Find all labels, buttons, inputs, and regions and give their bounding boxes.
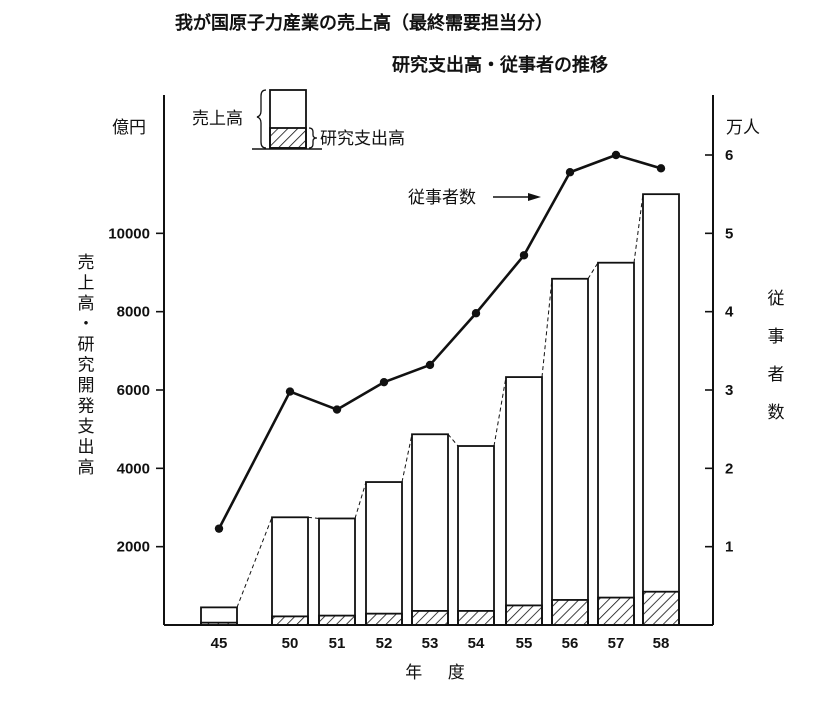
bar-connector (401, 434, 413, 483)
rd-bar (318, 614, 356, 626)
x-tick-label: 52 (376, 635, 393, 652)
rd-bar (457, 610, 495, 626)
legend-sales-brace (256, 89, 267, 149)
x-tick-label: 51 (329, 635, 346, 652)
right-axis-title-char: 者 (768, 365, 785, 385)
bar-connector (493, 376, 507, 447)
x-tick-label: 53 (422, 635, 439, 652)
rd-bar (505, 604, 543, 626)
bar-connector (633, 194, 644, 263)
bar-connectors (236, 194, 644, 608)
left-axis-title-char: ・ (78, 315, 95, 335)
rd-bar (642, 590, 680, 626)
left-axis-title-char: 高 (78, 458, 95, 478)
legend-sales-label: 売上高 (192, 109, 243, 129)
bar-connector (447, 433, 459, 447)
left-axis-title-char: 研 (78, 335, 95, 355)
legend-rd-swatch (269, 127, 307, 149)
right-tick-label: 5 (725, 225, 733, 242)
sales-bar (642, 193, 680, 626)
legend: 売上高 研究支出高 (192, 89, 405, 150)
x-tick-label: 58 (653, 635, 670, 652)
left-axis-unit: 億円 (112, 118, 146, 138)
left-axis-title-char: 支 (78, 417, 95, 437)
sales-bar (365, 481, 403, 626)
bars (200, 193, 680, 626)
bar-connector (236, 517, 273, 608)
bar-connector (354, 481, 367, 519)
right-tick-label: 2 (725, 460, 733, 477)
x-tick-label: 57 (608, 635, 625, 652)
left-axis-title-char: 高 (78, 294, 95, 314)
right-axis-title-char: 数 (768, 403, 785, 423)
workers-point (519, 251, 529, 260)
rd-bar (597, 596, 635, 626)
workers-point (656, 164, 666, 173)
x-tick-label: 55 (516, 635, 533, 652)
workers-point (425, 360, 435, 370)
rd-bar (411, 610, 449, 626)
chart-subtitle: 研究支出高・従事者の推移 (392, 54, 608, 76)
right-tick-label: 4 (725, 304, 734, 321)
workers-polyline (217, 153, 662, 530)
workers-point (611, 150, 621, 160)
workers-annotation-arrowhead (528, 193, 541, 201)
left-ticks: 2000 4000 6000 8000 10000 (108, 225, 164, 556)
left-axis-title-char: 出 (78, 438, 95, 458)
workers-annotation: 従事者数 (408, 188, 476, 208)
x-tick-labels: 45 50 51 52 53 54 55 56 57 58 (211, 635, 670, 652)
x-tick-label: 50 (282, 635, 299, 652)
workers-point (471, 309, 481, 318)
x-tick-label: 54 (468, 635, 485, 652)
workers-point (285, 387, 295, 396)
workers-line (214, 150, 666, 533)
left-tick-label: 4000 (117, 460, 150, 477)
workers-point (332, 405, 342, 414)
right-ticks: 1 2 3 4 5 6 (705, 147, 734, 556)
sales-bar (505, 376, 543, 626)
right-tick-label: 1 (725, 539, 733, 556)
rd-bar (200, 621, 238, 626)
left-tick-label: 10000 (108, 225, 150, 242)
bar-connector (307, 516, 320, 519)
right-axis-title-char: 従 (768, 289, 785, 309)
sales-bar (271, 516, 309, 626)
rd-bar (365, 612, 403, 626)
right-axis-title-char: 事 (768, 327, 785, 347)
chart-title: 我が国原子力産業の売上高（最終需要担当分） (175, 12, 553, 34)
left-axis-title-char: 発 (78, 397, 95, 417)
workers-point (565, 168, 575, 177)
right-tick-label: 3 (725, 382, 733, 399)
right-axis-unit: 万人 (726, 118, 760, 138)
sales-bar (551, 277, 589, 626)
bar-connector (587, 262, 599, 280)
right-axis-title: 従事者数 (768, 289, 785, 423)
x-tick-label: 56 (562, 635, 579, 652)
left-axis-title-char: 究 (78, 356, 95, 376)
rd-bar (271, 615, 309, 626)
left-tick-label: 2000 (117, 539, 150, 556)
sales-bar (597, 261, 635, 626)
x-tick-label: 45 (211, 635, 228, 652)
left-tick-label: 8000 (117, 304, 150, 321)
right-tick-label: 6 (725, 147, 733, 164)
legend-rd-brace (308, 127, 318, 149)
left-axis-title-char: 売 (78, 253, 95, 273)
legend-rd-label: 研究支出高 (320, 129, 405, 149)
workers-point (214, 524, 224, 533)
left-axis-title-char: 開 (78, 376, 95, 396)
x-axis-title: 年 度 (405, 663, 474, 683)
left-axis-title-char: 上 (78, 274, 95, 294)
workers-point (379, 377, 389, 387)
left-tick-label: 6000 (117, 382, 150, 399)
sales-bar (411, 433, 449, 626)
sales-bar (457, 445, 495, 626)
bar-connector (541, 278, 553, 378)
rd-bar (551, 599, 589, 626)
sales-bar (318, 517, 356, 626)
